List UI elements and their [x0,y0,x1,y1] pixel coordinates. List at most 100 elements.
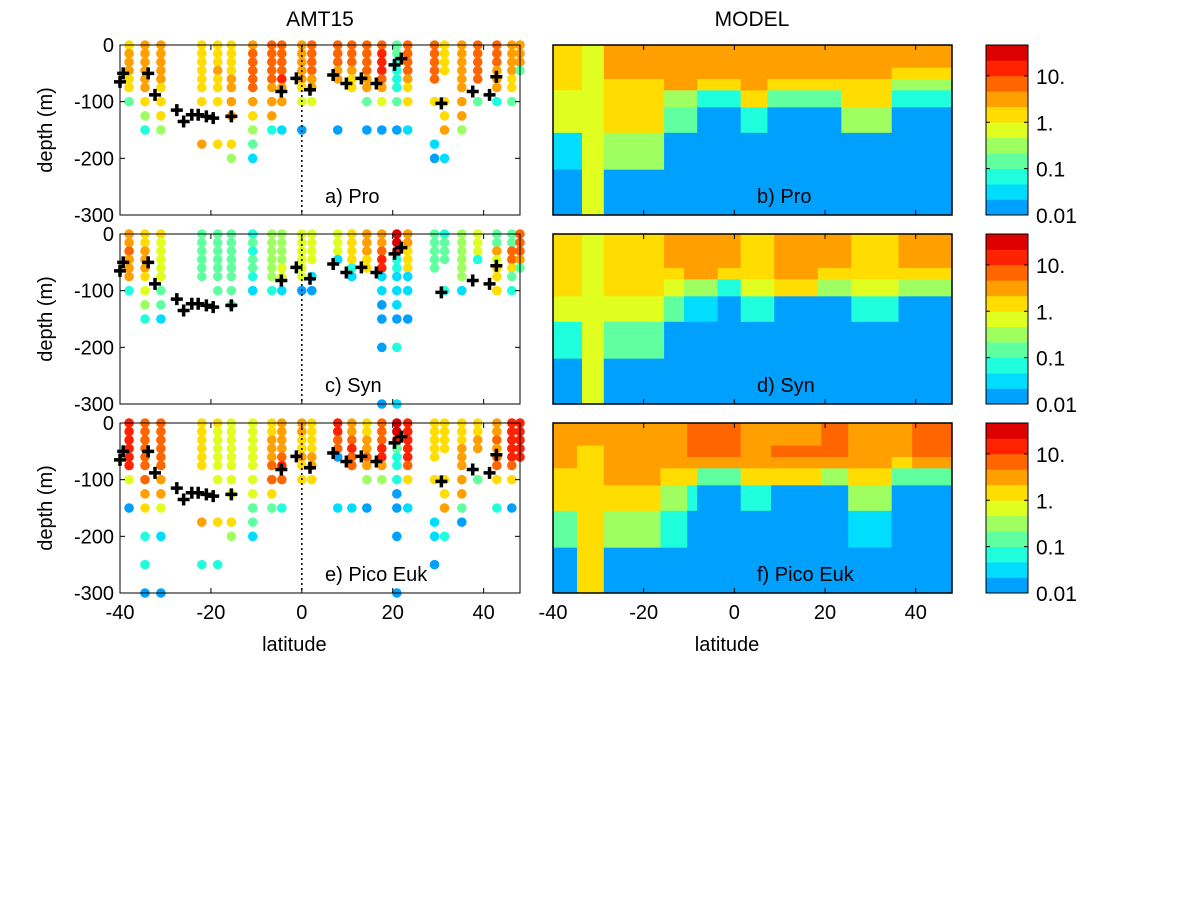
data-point [197,254,207,265]
y-axis-label: depth (m) [35,465,57,551]
data-point [392,74,402,84]
panel-label: d) Syn [757,375,815,397]
y-tick-label: -200 [74,526,114,548]
plot-area [120,423,520,593]
model-cell [717,268,742,280]
data-point [377,246,387,256]
data-point [332,246,343,256]
y-tick-label: -100 [74,92,114,114]
data-point [197,435,207,445]
mld-cross-marker [117,256,130,269]
data-point [156,474,166,485]
data-point [492,96,502,107]
data-point [362,237,372,248]
obs-panel-syn: 0 -100 -200 -300 depth (m) c) Syn [35,224,525,416]
data-point [212,48,223,59]
model-cell [740,234,775,258]
data-point [439,246,450,256]
model-cell [898,279,953,297]
model-cell [740,547,772,594]
data-point [332,503,343,513]
data-point [392,300,402,310]
data-point [226,452,237,462]
data-point [124,503,134,513]
model-cell [684,256,719,269]
data-point [457,237,467,248]
data-point [156,531,166,542]
data-point [457,460,467,471]
data-point [347,263,357,273]
model-cell [697,510,742,549]
model-cell [912,485,953,512]
mld-cross-marker [170,482,183,495]
data-point [197,139,207,149]
model-cell [841,132,893,171]
data-point [212,271,223,282]
model-cell [891,485,913,512]
model-cell [848,445,893,458]
model-cell [740,468,772,486]
model-cell [697,169,742,216]
data-point [457,82,467,93]
model-cell [603,547,661,594]
model-cell [891,423,913,447]
data-point [362,460,372,471]
model-cell [717,256,742,269]
model-cell [603,468,661,486]
data-point [392,426,402,437]
model-cell [553,169,583,216]
data-point [156,74,166,84]
data-point [332,125,343,135]
mld-cross-marker [490,448,503,461]
data-point [156,125,166,135]
model-cell [697,107,742,134]
model-cell [553,468,578,486]
model-cell [817,234,852,258]
data-point [267,254,277,265]
model-panel-pro: b) Pro [552,44,953,216]
y-tick-label: -100 [74,470,114,492]
data-point [472,246,483,256]
model-cell [817,256,852,269]
data-point [140,96,150,107]
model-cell [740,485,772,512]
data-point [392,271,402,282]
data-point [402,74,413,84]
model-cell [577,468,605,486]
data-point [156,314,166,324]
model-cell [577,547,605,594]
data-point [347,503,357,513]
mld-cross-marker [177,493,190,506]
colorbar-swatch [986,484,1028,501]
data-point [212,246,223,256]
mld-cross-marker [304,461,316,474]
model-cell [687,457,698,469]
model-cell [740,321,775,360]
data-point [472,74,483,84]
mld-cross-marker [370,455,383,468]
model-cell [891,445,913,458]
data-point [197,74,207,84]
model-cell [603,279,665,297]
model-cell [697,132,742,171]
colorbar-swatch [986,153,1028,169]
x-tick-label: 0 [296,602,307,624]
data-point [156,96,166,107]
mld-cross-marker [435,286,448,299]
data-point [197,426,207,437]
mld-cross-marker [170,104,183,117]
y-axis-label: depth (m) [35,276,57,362]
model-cell [898,321,953,360]
data-point [507,65,517,76]
data-point [429,559,440,570]
colorbar-swatch [986,91,1028,108]
data-point [277,285,287,296]
colorbar-swatch [986,45,1028,61]
colorbar-frame [985,44,1029,216]
mld-cross-marker [340,266,353,279]
data-point [156,460,166,471]
model-cell [664,169,698,216]
data-point [212,65,223,76]
data-point [429,443,440,454]
colorbar-tick-label: 10. [1036,255,1065,278]
